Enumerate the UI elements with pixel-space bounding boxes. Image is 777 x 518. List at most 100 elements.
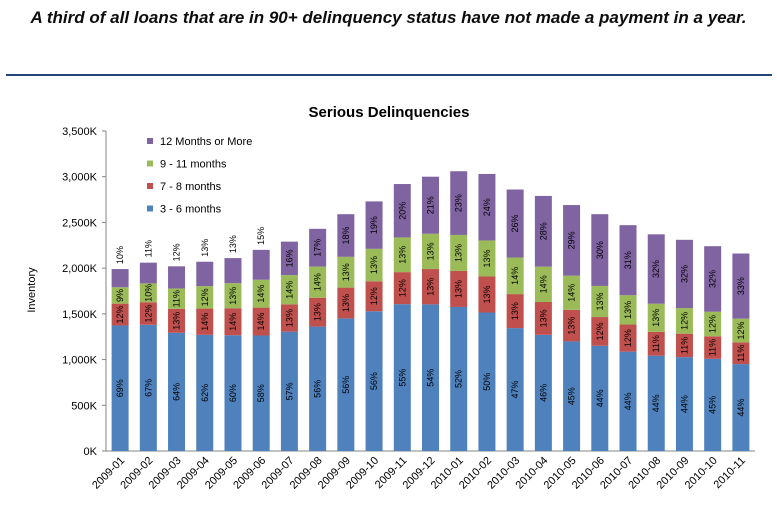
bar-value-label: 64%: [172, 383, 182, 401]
bar-value-label: 15%: [256, 227, 266, 245]
legend-label: 9 - 11 months: [160, 159, 227, 171]
bar-value-label: 12%: [623, 329, 633, 347]
bar-value-label: 13%: [623, 301, 633, 319]
bar-segment: [675, 308, 693, 334]
bar-value-label: 46%: [538, 384, 548, 402]
bar-value-label: 21%: [426, 196, 436, 214]
bar-segment: [309, 326, 327, 451]
bar-segment: [563, 275, 581, 310]
bar-value-label: 45%: [708, 396, 718, 414]
y-tick-label: 2,000K: [62, 263, 98, 275]
bar-segment: [619, 351, 637, 451]
bar-segment: [704, 336, 722, 359]
bar-value-label: 11%: [143, 240, 153, 257]
bar-value-label: 32%: [679, 265, 689, 283]
bar-segment: [111, 303, 129, 326]
bar-value-label: 13%: [651, 309, 661, 327]
bar-value-label: 12%: [397, 279, 407, 297]
bar-segment: [450, 171, 468, 235]
bar-value-label: 12%: [115, 306, 125, 324]
bar-value-label: 13%: [510, 302, 520, 320]
bar-value-label: 44%: [651, 394, 661, 412]
bar-value-label: 13%: [172, 312, 182, 330]
bar-value-label: 16%: [284, 249, 294, 267]
bar-value-label: 30%: [595, 241, 605, 259]
bar-segment: [139, 324, 157, 451]
bar-value-label: 24%: [482, 198, 492, 216]
bar-value-label: 13%: [595, 292, 605, 310]
bar-segment: [111, 325, 129, 451]
y-tick-label: 1,000K: [62, 355, 98, 367]
bar-segment: [422, 176, 439, 234]
bar-segment: [478, 312, 496, 451]
bar-value-label: 13%: [313, 303, 323, 321]
legend-swatch: [147, 183, 153, 189]
bar-segment: [704, 246, 722, 312]
bar-value-label: 33%: [736, 277, 746, 295]
bar-value-label: 11%: [651, 335, 661, 352]
bar-segment: [280, 275, 298, 305]
bar-segment: [139, 302, 157, 325]
bar-segment: [422, 304, 439, 451]
bar-segment: [732, 318, 750, 343]
bar-segment: [196, 261, 214, 287]
bar-segment: [619, 225, 637, 296]
bar-segment: [139, 262, 157, 284]
bar-segment: [619, 324, 637, 352]
bar-value-label: 56%: [369, 372, 379, 390]
bar-segment: [732, 253, 750, 319]
bar-segment: [478, 173, 496, 241]
bar-segment: [647, 303, 665, 332]
bar-segment: [365, 201, 383, 249]
bar-value-label: 26%: [510, 214, 520, 232]
bar-segment: [506, 189, 524, 258]
legend-swatch: [147, 205, 153, 212]
bar-segment: [280, 241, 298, 276]
bar-value-label: 14%: [567, 284, 577, 302]
bar-value-label: 11%: [736, 345, 746, 362]
bar-segment: [732, 364, 750, 451]
bar-value-label: 13%: [567, 317, 577, 335]
bar-value-label: 11%: [679, 337, 689, 354]
bar-segment: [196, 308, 214, 335]
bar-value-label: 13%: [200, 239, 210, 257]
bar-value-label: 13%: [454, 280, 464, 298]
bar-segment: [563, 341, 581, 451]
bar-segment: [704, 358, 722, 451]
bar-value-label: 19%: [369, 216, 379, 234]
bar-value-label: 23%: [454, 194, 464, 212]
bar-value-label: 14%: [228, 313, 238, 331]
bar-segment: [534, 195, 552, 267]
bar-value-label: 13%: [482, 249, 492, 267]
bar-value-label: 13%: [228, 287, 238, 305]
bar-segment: [337, 318, 355, 451]
bar-segment: [196, 286, 214, 309]
bar-segment: [506, 257, 524, 295]
bar-segment: [337, 214, 355, 257]
bar-segment: [450, 306, 468, 451]
axes: 0K 500K 1,000K 1,500K 2,000K 2,500K 3,000K 3,50…: [62, 126, 755, 458]
bar-segment: [591, 345, 609, 451]
legend-swatch: [147, 138, 153, 144]
bar-value-label: 12%: [172, 243, 182, 261]
bar-segment: [224, 258, 242, 284]
y-axis-label: Inventory: [26, 267, 38, 313]
bar-value-label: 45%: [567, 387, 577, 405]
bar-value-label: 13%: [538, 309, 548, 327]
bar-segment: [224, 335, 242, 451]
y-tick-label: 3,500K: [62, 126, 98, 138]
bar-segment: [422, 269, 439, 305]
y-tick-label: 0K: [84, 446, 98, 458]
bar-value-label: 12%: [200, 288, 210, 306]
bar-value-label: 14%: [200, 313, 210, 331]
legend-label: 12 Months or More: [160, 136, 252, 148]
bar-value-label: 12%: [736, 322, 746, 340]
bar-value-label: 13%: [426, 242, 436, 260]
bar-segment: [647, 355, 665, 451]
bar-value-label: 11%: [172, 290, 182, 307]
bar-value-label: 58%: [256, 384, 266, 402]
bar-segment: [252, 249, 270, 280]
bar-segment: [252, 307, 270, 336]
bar-value-label: 10%: [115, 246, 125, 264]
